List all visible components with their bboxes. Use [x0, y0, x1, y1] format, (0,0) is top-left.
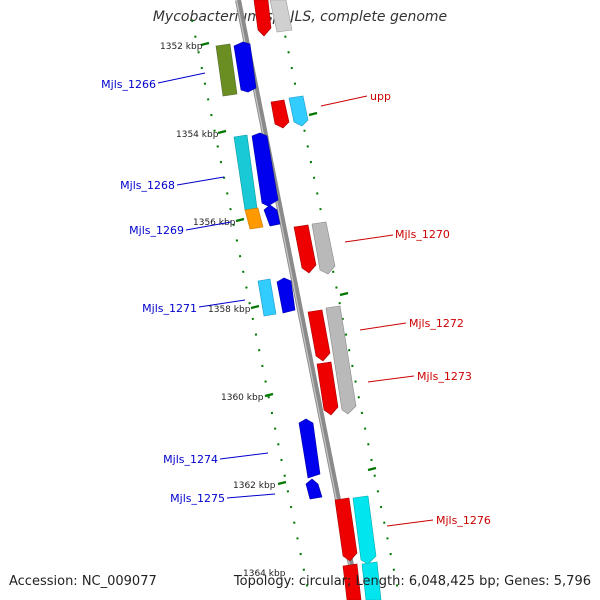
scale-label-1358: 1358 kbp — [208, 305, 251, 315]
callout-lines-right — [320, 95, 434, 527]
label-mjls-1270[interactable]: Mjls_1270 — [395, 228, 450, 241]
label-mjls-1268[interactable]: Mjls_1268 — [120, 179, 175, 192]
label-mjls-1274[interactable]: Mjls_1274 — [163, 453, 218, 466]
gene-top-gray[interactable] — [269, 0, 293, 33]
gene-mjls-1272-1273-gray[interactable] — [325, 305, 357, 415]
gene-upp-red[interactable] — [270, 99, 290, 129]
gene-mjls-1269-orange[interactable] — [244, 207, 264, 230]
scale-label-1362: 1362 kbp — [233, 481, 276, 491]
tick-mark — [200, 41, 210, 47]
summary-text: Topology: circular; Length: 6,048,425 bp… — [233, 574, 591, 589]
tick-mark — [217, 129, 227, 135]
accession-text: Accession: NC_009077 — [9, 574, 157, 589]
callout-mjls-1268 — [176, 176, 225, 186]
gene-mjls-1270-gray[interactable] — [311, 221, 336, 275]
callout-upp — [320, 95, 368, 107]
label-mjls-1271[interactable]: Mjls_1271 — [142, 302, 197, 315]
callout-mjls-1274 — [219, 452, 269, 460]
gene-upp-cyan[interactable] — [288, 95, 309, 127]
label-mjls-1269[interactable]: Mjls_1269 — [129, 224, 184, 237]
tick-mark — [367, 466, 377, 472]
gene-olive[interactable] — [215, 43, 238, 97]
label-upp[interactable]: upp — [370, 90, 391, 103]
gene-mjls-1275[interactable] — [305, 478, 323, 500]
callout-mjls-1271 — [198, 299, 246, 308]
gene-mjls-1270-red[interactable] — [293, 224, 317, 274]
gene-mjls-1271[interactable] — [276, 277, 296, 314]
callout-mjls-1273 — [367, 375, 415, 383]
gene-mjls-1268[interactable] — [251, 132, 279, 207]
label-mjls-1275[interactable]: Mjls_1275 — [170, 492, 225, 505]
scale-label-1352: 1352 kbp — [160, 42, 203, 52]
tick-mark — [308, 111, 318, 117]
callout-mjls-1266 — [157, 72, 206, 84]
gene-top-red[interactable] — [253, 0, 272, 37]
label-mjls-1272[interactable]: Mjls_1272 — [409, 317, 464, 330]
scale-label-1354: 1354 kbp — [176, 130, 219, 140]
gene-bottom-red[interactable] — [342, 563, 362, 600]
callout-mjls-1269 — [185, 221, 232, 231]
gene-bottom-cyan[interactable] — [361, 561, 382, 600]
tick-mark — [250, 304, 260, 310]
scale-label-1356: 1356 kbp — [193, 218, 236, 228]
gene-mjls-1274[interactable] — [298, 418, 321, 479]
gene-mjls-1269[interactable] — [263, 204, 281, 227]
scale-label-1364: 1364 kbp — [243, 569, 286, 579]
callout-lines-left — [157, 72, 276, 499]
gene-mjls-1276-red[interactable] — [334, 497, 358, 562]
genes-left-strand — [215, 41, 323, 500]
gene-mjls-1276-cyan[interactable] — [352, 495, 377, 565]
tick-mark — [277, 480, 287, 486]
scale-tick-marks — [200, 41, 377, 486]
callout-mjls-1272 — [359, 322, 407, 331]
gene-mjls-1266[interactable] — [233, 41, 257, 93]
label-mjls-1276[interactable]: Mjls_1276 — [436, 514, 491, 527]
tick-mark — [235, 217, 245, 223]
genes-right-strand — [253, 0, 382, 600]
label-mjls-1273[interactable]: Mjls_1273 — [417, 370, 472, 383]
label-mjls-1266[interactable]: Mjls_1266 — [101, 78, 156, 91]
gene-mjls-1271-cyan[interactable] — [257, 278, 277, 317]
callout-mjls-1276 — [386, 519, 434, 527]
callout-mjls-1275 — [226, 493, 276, 499]
tick-mark — [339, 291, 349, 297]
map-title: Mycobacterium sp. JLS, complete genome — [152, 9, 448, 25]
callout-mjls-1270 — [344, 234, 394, 243]
scale-label-1360: 1360 kbp — [221, 393, 264, 403]
gene-mjls-1273-red[interactable] — [316, 361, 339, 416]
tick-mark — [264, 392, 274, 398]
gene-mjls-1272-red[interactable] — [307, 309, 331, 362]
